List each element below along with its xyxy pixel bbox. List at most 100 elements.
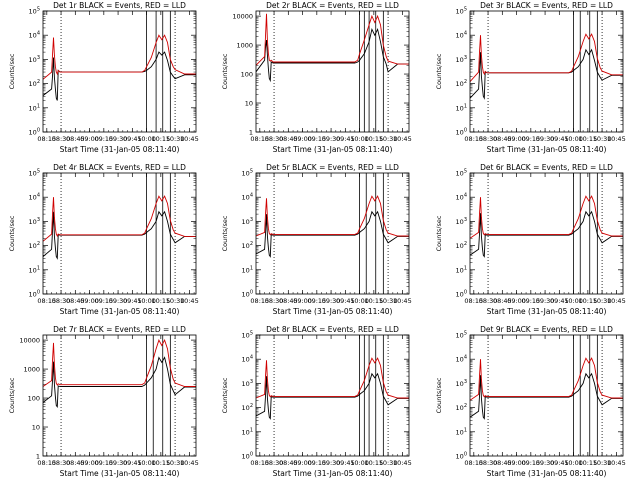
x-tick-label: 09:00 xyxy=(80,297,99,305)
y-tick-label: 100 xyxy=(456,290,467,299)
x-tick-label: 10:45 xyxy=(180,135,199,143)
x-tick-label: 09:45 xyxy=(336,459,355,467)
x-tick-label: 09:15 xyxy=(521,135,540,143)
x-tick-label: 10:00 xyxy=(350,297,369,305)
x-tick-label: 08:15 xyxy=(250,459,269,467)
x-tick-label: 10:45 xyxy=(607,297,626,305)
x-tick-label: 10:30 xyxy=(593,459,612,467)
x-tick-label: 09:30 xyxy=(109,297,128,305)
y-tick-label: 101 xyxy=(29,265,40,274)
x-tick-label: 09:00 xyxy=(507,459,526,467)
x-tick-label: 10:15 xyxy=(364,135,383,143)
x-tick-label: 09:15 xyxy=(307,297,326,305)
lld-series-line xyxy=(470,195,623,239)
x-tick-label: 08:30 xyxy=(479,459,498,467)
y-tick-label: 104 xyxy=(242,355,253,364)
y-tick-label: 103 xyxy=(242,379,253,388)
x-tick-label: 09:15 xyxy=(307,459,326,467)
x-tick-label: 09:00 xyxy=(507,297,526,305)
x-tick-label: 08:30 xyxy=(52,297,71,305)
y-tick-label: 103 xyxy=(456,379,467,388)
x-tick-label: 08:15 xyxy=(464,459,483,467)
y-axis-label: Counts/sec xyxy=(435,377,443,413)
x-axis-label: Start Time (31-Jan-05 08:11:40) xyxy=(273,307,393,316)
x-tick-label: 08:15 xyxy=(37,459,56,467)
y-tick-label: 105 xyxy=(456,331,467,340)
y-tick-label: 1000 xyxy=(236,42,253,50)
y-tick-label: 100 xyxy=(28,395,40,403)
y-tick-label: 100 xyxy=(29,128,40,137)
x-axis-label: Start Time (31-Jan-05 08:11:40) xyxy=(60,469,180,478)
lld-series-line xyxy=(470,357,623,401)
y-tick-label: 10 xyxy=(245,100,253,108)
x-tick-label: 09:30 xyxy=(536,135,555,143)
y-tick-label: 102 xyxy=(29,79,40,88)
x-tick-label: 10:00 xyxy=(564,297,583,305)
x-tick-label: 10:00 xyxy=(564,135,583,143)
x-tick-label: 09:15 xyxy=(94,459,113,467)
x-tick-label: 09:15 xyxy=(94,297,113,305)
x-tick-label: 10:00 xyxy=(350,459,369,467)
y-tick-label: 104 xyxy=(242,193,253,202)
x-tick-label: 08:15 xyxy=(37,297,56,305)
y-tick-label: 103 xyxy=(456,217,467,226)
x-tick-label: 09:00 xyxy=(80,459,99,467)
x-tick-label: 09:15 xyxy=(94,135,113,143)
y-tick-label: 100 xyxy=(242,452,253,461)
y-axis-label: Counts/sec xyxy=(435,53,443,89)
lld-series-line xyxy=(256,13,409,66)
x-tick-label: 09:45 xyxy=(123,297,142,305)
x-tick-label: 08:45 xyxy=(279,459,298,467)
x-tick-label: 08:45 xyxy=(493,297,512,305)
chart-title: Det 8r BLACK = Events, RED = LLD xyxy=(266,325,399,334)
x-tick-label: 09:45 xyxy=(550,459,569,467)
chart-title: Det 6r BLACK = Events, RED = LLD xyxy=(480,163,613,172)
events-series-line xyxy=(43,356,196,408)
x-tick-label: 10:00 xyxy=(564,459,583,467)
y-tick-label: 102 xyxy=(29,241,40,250)
y-tick-label: 10 xyxy=(32,424,40,432)
x-tick-label: 10:45 xyxy=(607,459,626,467)
x-tick-label: 10:30 xyxy=(166,297,185,305)
chart-title: Det 7r BLACK = Events, RED = LLD xyxy=(53,325,186,334)
x-tick-label: 10:00 xyxy=(137,297,156,305)
y-axis-label: Counts/sec xyxy=(435,215,443,251)
x-tick-label: 08:15 xyxy=(250,297,269,305)
x-tick-label: 10:15 xyxy=(151,297,170,305)
x-axis-label: Start Time (31-Jan-05 08:11:40) xyxy=(60,145,180,154)
y-tick-label: 100 xyxy=(456,452,467,461)
x-tick-label: 09:30 xyxy=(322,297,341,305)
y-tick-label: 10000 xyxy=(19,337,40,345)
x-tick-label: 09:15 xyxy=(521,297,540,305)
y-tick-label: 10000 xyxy=(232,13,253,21)
x-tick-label: 10:30 xyxy=(166,459,185,467)
events-series-line xyxy=(43,210,196,260)
x-tick-label: 10:00 xyxy=(137,135,156,143)
x-tick-label: 10:00 xyxy=(350,135,369,143)
x-axis-label: Start Time (31-Jan-05 08:11:40) xyxy=(487,145,607,154)
events-series-line xyxy=(256,27,409,83)
x-tick-label: 10:30 xyxy=(379,459,398,467)
x-axis-label: Start Time (31-Jan-05 08:11:40) xyxy=(60,307,180,316)
x-tick-label: 08:45 xyxy=(66,135,85,143)
x-tick-label: 09:15 xyxy=(521,459,540,467)
events-series-line xyxy=(470,372,623,420)
events-series-line xyxy=(256,210,409,258)
x-tick-label: 08:30 xyxy=(479,135,498,143)
lld-series-line xyxy=(43,195,196,242)
y-tick-label: 103 xyxy=(456,55,467,64)
x-tick-label: 09:15 xyxy=(307,135,326,143)
plot-frame xyxy=(42,172,197,295)
lld-series-line xyxy=(43,338,196,387)
x-tick-label: 08:30 xyxy=(52,135,71,143)
x-tick-label: 09:30 xyxy=(536,459,555,467)
chart-title: Det 9r BLACK = Events, RED = LLD xyxy=(480,325,613,334)
y-tick-label: 101 xyxy=(456,265,467,274)
x-tick-label: 09:30 xyxy=(322,459,341,467)
chart-panel: Det 2r BLACK = Events, RED = LLD Counts/s… xyxy=(221,1,412,154)
plot-frame xyxy=(255,334,410,457)
events-series-line xyxy=(470,48,623,100)
x-tick-label: 09:45 xyxy=(550,135,569,143)
x-tick-label: 09:45 xyxy=(336,297,355,305)
chart-panel: Det 3r BLACK = Events, RED = LLD Counts/s… xyxy=(435,1,626,154)
